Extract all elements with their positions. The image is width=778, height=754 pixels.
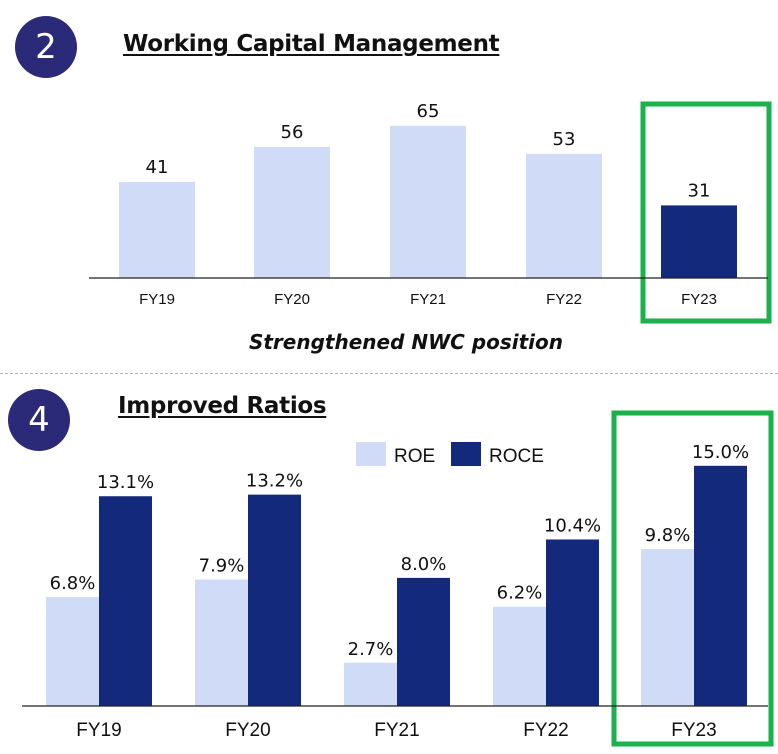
x-tick-label: FY23 <box>671 720 716 741</box>
bar <box>390 125 466 279</box>
bar <box>254 146 330 278</box>
legend-label-roe: ROE <box>394 446 435 467</box>
section-number-badge: 2 <box>15 16 77 78</box>
data-label: 7.9% <box>199 556 245 577</box>
bar-roce <box>397 577 450 706</box>
section-title-improved-ratios: Improved Ratios <box>118 393 327 419</box>
section-number-badge: 4 <box>8 389 70 451</box>
x-tick-label: FY23 <box>681 291 717 308</box>
section-title-working-capital: Working Capital Management <box>123 31 500 57</box>
x-tick-label: FY22 <box>523 720 568 741</box>
section-divider <box>0 373 778 374</box>
legend-label-roce: ROCE <box>489 446 544 467</box>
bar <box>526 153 602 278</box>
data-label: 6.2% <box>497 583 543 604</box>
x-tick-label: FY20 <box>225 720 270 741</box>
data-label: 13.1% <box>97 472 154 493</box>
x-tick-label: FY22 <box>546 291 582 308</box>
data-label: 65 <box>417 101 440 122</box>
x-tick-label: FY20 <box>274 291 310 308</box>
bar-roe <box>195 579 248 706</box>
bar-roce <box>546 539 599 706</box>
legend-swatch-roce <box>451 442 481 466</box>
data-label: 10.4% <box>544 515 601 536</box>
highlight-box <box>640 101 772 324</box>
x-tick-label: FY21 <box>374 720 419 741</box>
bar-roe <box>46 597 99 706</box>
bar-roe <box>641 549 694 706</box>
data-label: 41 <box>146 157 169 178</box>
bar <box>119 181 195 278</box>
bar <box>661 205 737 278</box>
bar-roce <box>694 465 747 706</box>
data-label: 9.8% <box>645 525 691 546</box>
highlight-box <box>611 410 774 747</box>
bar-roce <box>99 496 152 706</box>
data-label: 6.8% <box>50 573 96 594</box>
legend-swatch-roe <box>356 442 386 466</box>
data-label: 13.2% <box>246 471 303 492</box>
data-label: 2.7% <box>348 639 394 660</box>
bar-roe <box>344 662 397 706</box>
x-tick-label: FY21 <box>410 291 446 308</box>
bar-roe <box>493 606 546 706</box>
bar-roce <box>248 494 301 706</box>
data-label: 56 <box>281 122 304 143</box>
data-label: 8.0% <box>401 554 447 575</box>
x-tick-label: FY19 <box>76 720 121 741</box>
data-label: 15.0% <box>692 442 749 463</box>
x-tick-label: FY19 <box>139 291 175 308</box>
data-label: 31 <box>688 180 711 201</box>
chart-caption: Strengthened NWC position <box>249 330 563 354</box>
data-label: 53 <box>553 129 576 150</box>
